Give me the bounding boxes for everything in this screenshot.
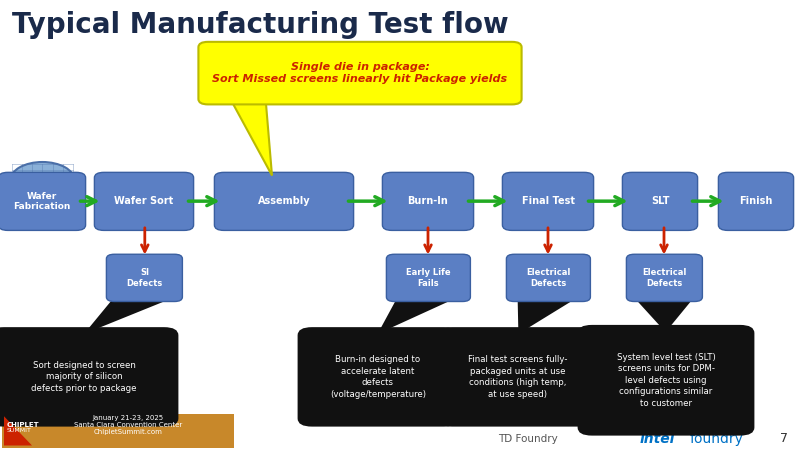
FancyBboxPatch shape — [0, 327, 178, 427]
FancyBboxPatch shape — [718, 172, 794, 230]
Text: Electrical
Defects: Electrical Defects — [642, 268, 686, 288]
Text: January 21-23, 2025
Santa Clara Convention Center
ChipletSummit.com: January 21-23, 2025 Santa Clara Conventi… — [74, 415, 182, 435]
FancyBboxPatch shape — [626, 254, 702, 302]
Text: System level test (SLT)
screens units for DPM-
level defects using
configuration: System level test (SLT) screens units fo… — [617, 353, 715, 408]
Polygon shape — [4, 416, 32, 446]
Text: Wafer
Fabrication: Wafer Fabrication — [14, 192, 70, 211]
Text: Sort designed to screen
majority of silicon
defects prior to package: Sort designed to screen majority of sili… — [31, 361, 137, 393]
Text: foundry: foundry — [690, 432, 743, 446]
Text: Early Life
Fails: Early Life Fails — [406, 268, 450, 288]
FancyBboxPatch shape — [298, 327, 458, 427]
Text: Burn-In: Burn-In — [408, 196, 448, 207]
Circle shape — [10, 162, 74, 198]
FancyBboxPatch shape — [2, 414, 234, 448]
Polygon shape — [378, 297, 458, 334]
Text: Electrical
Defects: Electrical Defects — [526, 268, 570, 288]
FancyBboxPatch shape — [214, 172, 354, 230]
Text: Finish: Finish — [739, 196, 773, 207]
Polygon shape — [518, 297, 578, 334]
FancyBboxPatch shape — [438, 327, 598, 427]
Polygon shape — [634, 297, 694, 332]
Polygon shape — [84, 297, 175, 334]
Text: Typical Manufacturing Test flow: Typical Manufacturing Test flow — [12, 11, 509, 39]
Text: intel: intel — [640, 432, 675, 446]
FancyBboxPatch shape — [578, 325, 754, 436]
Text: TD Foundry: TD Foundry — [498, 434, 558, 444]
Polygon shape — [230, 99, 272, 176]
Text: CHIPLET: CHIPLET — [6, 422, 39, 428]
FancyBboxPatch shape — [198, 42, 522, 104]
FancyBboxPatch shape — [622, 172, 698, 230]
Text: 7: 7 — [780, 432, 788, 445]
Text: Final Test: Final Test — [522, 196, 574, 207]
FancyBboxPatch shape — [386, 254, 470, 302]
Text: Final test screens fully-
packaged units at use
conditions (high temp,
at use sp: Final test screens fully- packaged units… — [468, 355, 568, 399]
Text: Burn-in designed to
accelerate latent
defects
(voltage/temperature): Burn-in designed to accelerate latent de… — [330, 355, 426, 399]
Text: SLT: SLT — [650, 196, 670, 207]
Text: SI
Defects: SI Defects — [126, 268, 162, 288]
Text: Wafer Sort: Wafer Sort — [114, 196, 174, 207]
Text: SUMMIT: SUMMIT — [6, 428, 31, 432]
FancyBboxPatch shape — [0, 172, 86, 230]
FancyBboxPatch shape — [382, 172, 474, 230]
FancyBboxPatch shape — [94, 172, 194, 230]
FancyBboxPatch shape — [506, 254, 590, 302]
Text: Assembly: Assembly — [258, 196, 310, 207]
FancyBboxPatch shape — [502, 172, 594, 230]
Text: Single die in package:
Sort Missed screens linearly hit Package yields: Single die in package: Sort Missed scree… — [213, 62, 507, 84]
FancyBboxPatch shape — [106, 254, 182, 302]
